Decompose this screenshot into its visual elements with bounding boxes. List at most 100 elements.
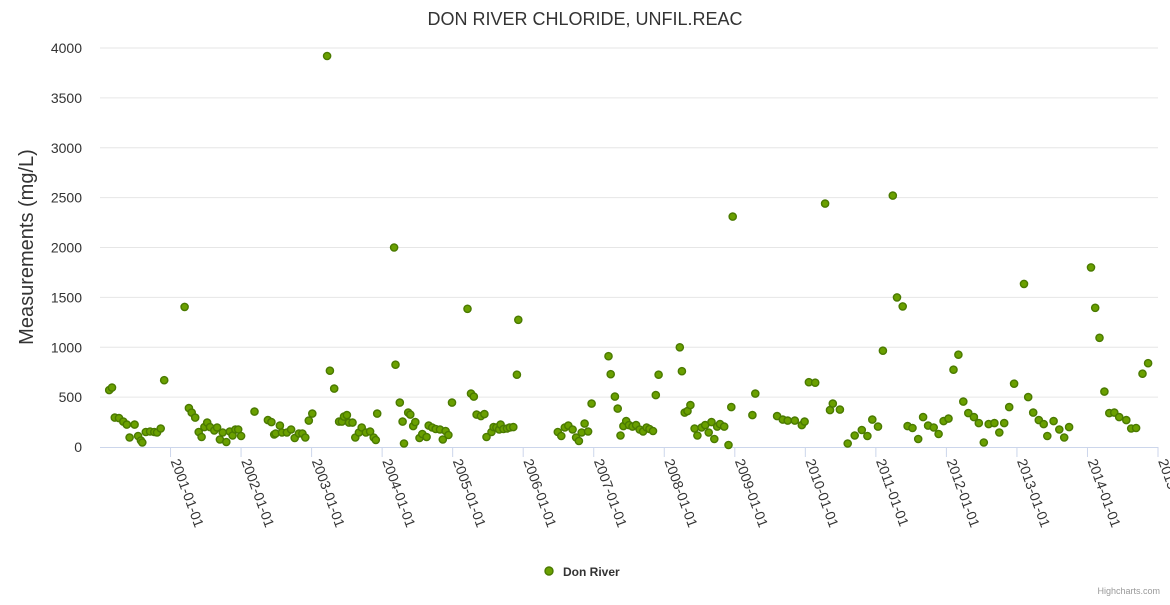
data-point[interactable] [212, 423, 222, 432]
data-point[interactable] [898, 302, 908, 311]
data-point[interactable] [122, 420, 132, 429]
data-point[interactable] [873, 422, 883, 431]
data-point[interactable] [218, 428, 227, 437]
data-point[interactable] [857, 425, 867, 435]
data-point[interactable] [1043, 431, 1052, 441]
data-point[interactable] [410, 417, 420, 427]
data-point[interactable] [391, 360, 400, 370]
data-point[interactable] [1143, 358, 1153, 368]
data-point[interactable] [1090, 303, 1100, 313]
data-point[interactable] [800, 417, 809, 426]
data-point[interactable] [236, 431, 246, 441]
data-point[interactable] [878, 346, 888, 356]
data-point[interactable] [329, 384, 339, 393]
data-point[interactable] [606, 369, 616, 379]
data-point[interactable] [372, 409, 382, 418]
data-point[interactable] [929, 423, 939, 432]
data-point[interactable] [1019, 279, 1029, 289]
data-point[interactable] [1004, 402, 1014, 412]
data-point[interactable] [724, 440, 733, 450]
data-point[interactable] [1059, 433, 1069, 442]
data-point[interactable] [850, 431, 860, 440]
data-point[interactable] [892, 293, 902, 302]
data-point[interactable] [587, 399, 596, 408]
data-point[interactable] [482, 432, 491, 442]
data-point[interactable] [979, 438, 989, 447]
data-point[interactable] [704, 428, 714, 437]
data-point[interactable] [604, 351, 613, 361]
data-point[interactable] [438, 435, 448, 444]
data-point[interactable] [130, 420, 139, 429]
data-point[interactable] [969, 412, 979, 422]
data-point[interactable] [180, 302, 189, 312]
data-point[interactable] [944, 414, 953, 423]
data-point[interactable] [613, 404, 623, 413]
data-point[interactable] [1039, 419, 1048, 429]
data-point[interactable] [974, 418, 984, 428]
legend-marker-don-river[interactable] [544, 566, 554, 576]
data-point[interactable] [727, 402, 736, 412]
data-point[interactable] [710, 434, 719, 444]
data-point[interactable] [512, 370, 522, 380]
data-point[interactable] [1049, 416, 1058, 426]
data-point[interactable] [574, 436, 584, 446]
data-point[interactable] [913, 434, 923, 444]
data-point[interactable] [835, 405, 845, 414]
data-point[interactable] [275, 421, 285, 430]
data-point[interactable] [300, 433, 310, 442]
data-point[interactable] [1009, 379, 1019, 389]
data-point[interactable] [1138, 369, 1147, 379]
data-point[interactable] [1055, 425, 1064, 434]
data-point[interactable] [342, 410, 352, 420]
series-don-river[interactable] [104, 51, 1153, 450]
data-point[interactable] [693, 431, 702, 440]
data-point[interactable] [580, 419, 589, 428]
data-point[interactable] [480, 409, 489, 419]
data-point[interactable] [514, 315, 523, 325]
data-point[interactable] [686, 400, 695, 410]
data-point[interactable] [675, 342, 685, 352]
data-point[interactable] [751, 389, 760, 398]
data-point[interactable] [422, 432, 431, 442]
data-point[interactable] [610, 392, 620, 401]
data-point[interactable] [447, 398, 457, 407]
data-point[interactable] [995, 428, 1004, 437]
data-point[interactable] [828, 399, 838, 408]
data-point[interactable] [508, 422, 518, 432]
data-point[interactable] [399, 439, 409, 448]
data-point[interactable] [304, 416, 314, 425]
data-point[interactable] [159, 375, 169, 385]
data-point[interactable] [197, 432, 206, 442]
data-point[interactable] [677, 366, 687, 376]
data-point[interactable] [654, 370, 663, 380]
data-point[interactable] [707, 417, 716, 427]
credits-link[interactable]: Highcharts.com [1097, 586, 1160, 596]
data-point[interactable] [568, 425, 577, 434]
data-point[interactable] [690, 424, 699, 433]
data-point[interactable] [810, 378, 820, 388]
data-point[interactable] [616, 431, 625, 440]
data-point[interactable] [1095, 333, 1104, 343]
data-point[interactable] [648, 426, 658, 436]
data-point[interactable] [959, 397, 968, 406]
data-point[interactable] [868, 415, 877, 424]
data-point[interactable] [156, 424, 165, 433]
data-point[interactable] [389, 243, 399, 252]
data-point[interactable] [783, 416, 793, 425]
data-point[interactable] [820, 199, 830, 208]
data-point[interactable] [463, 304, 472, 314]
data-point[interactable] [748, 410, 757, 420]
data-point[interactable] [1114, 412, 1124, 422]
data-point[interactable] [1086, 263, 1096, 272]
data-point[interactable] [190, 413, 200, 422]
data-point[interactable] [395, 398, 405, 407]
data-point[interactable] [1131, 423, 1141, 433]
legend-label-don-river[interactable]: Don River [563, 565, 620, 579]
data-point[interactable] [398, 417, 407, 426]
data-point[interactable] [405, 410, 415, 419]
data-point[interactable] [651, 390, 661, 400]
data-point[interactable] [964, 408, 973, 418]
data-point[interactable] [322, 51, 332, 61]
data-point[interactable] [125, 433, 134, 442]
data-point[interactable] [1064, 422, 1074, 432]
